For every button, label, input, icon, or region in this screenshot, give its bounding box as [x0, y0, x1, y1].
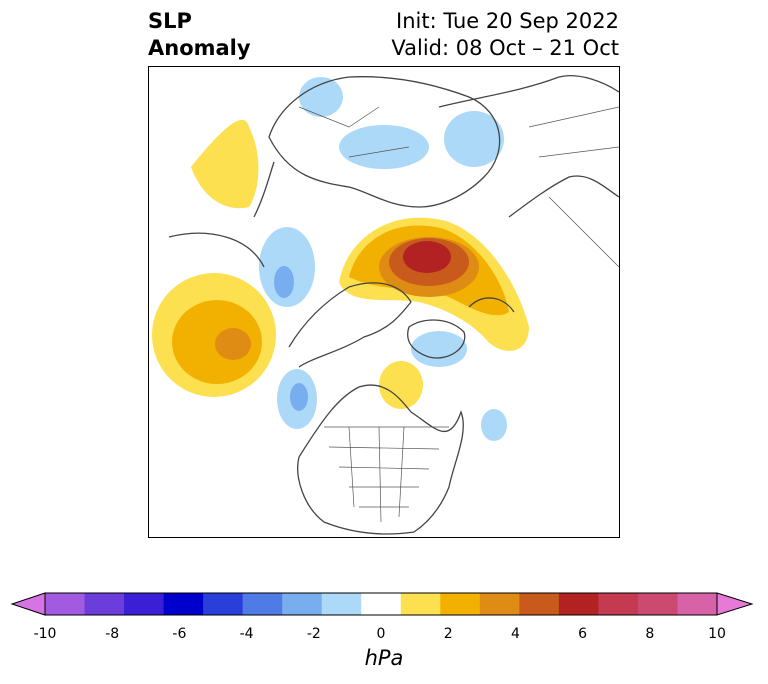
colorbar: -10 -8 -6 -4 -2 0 2 4 6 8 10 [10, 592, 754, 642]
colorbar-segment [598, 593, 639, 615]
colorbar-segment [124, 593, 165, 615]
colorbar-segment [203, 593, 244, 615]
negative-anomaly-shading [259, 77, 507, 441]
colorbar-segment [84, 593, 125, 615]
colorbar-segment [45, 593, 86, 615]
coastlines [168, 75, 619, 535]
colorbar-min-extension [10, 592, 46, 616]
init-date: Init: Tue 20 Sep 2022 [396, 9, 619, 33]
colorbar-tick-label: 6 [578, 626, 587, 642]
map-dates: Init: Tue 20 Sep 2022 Valid: 08 Oct – 21… [391, 8, 619, 62]
colorbar-segment [519, 593, 560, 615]
anomaly-map [152, 75, 619, 535]
map-panel [148, 66, 620, 538]
colorbar-tick-label: -10 [34, 626, 57, 642]
colorbar-tick-label: -8 [105, 626, 119, 642]
colorbar-segment [242, 593, 283, 615]
colorbar-tick-label: -2 [307, 626, 321, 642]
title-variable-type: Anomaly [148, 36, 251, 60]
map-title: SLP Anomaly [148, 8, 251, 62]
colorbar-tick-label: 8 [645, 626, 654, 642]
colorbar-tick-label: 0 [377, 626, 386, 642]
valid-range: Valid: 08 Oct – 21 Oct [391, 36, 619, 60]
title-variable: SLP [148, 9, 192, 33]
colorbar-tick-label: 10 [708, 626, 726, 642]
colorbar-segment [479, 593, 520, 615]
political-borders [298, 106, 619, 523]
positive-anomaly-shading [152, 119, 529, 409]
colorbar-tick-label: 2 [444, 626, 453, 642]
colorbar-segment [321, 593, 362, 615]
colorbar-segment [677, 593, 718, 615]
colorbar-segment [400, 593, 441, 615]
colorbar-unit: hPa [364, 646, 404, 670]
colorbar-segment [163, 593, 204, 615]
colorbar-segment [440, 593, 481, 615]
colorbar-tick-label: -6 [172, 626, 186, 642]
colorbar-segments [45, 593, 718, 615]
colorbar-tick-label: -4 [240, 626, 254, 642]
colorbar-max-extension [716, 592, 754, 616]
colorbar-segment [361, 593, 402, 615]
colorbar-tick-label: 4 [511, 626, 520, 642]
colorbar-segment [637, 593, 678, 615]
colorbar-ticks: -10 -8 -6 -4 -2 0 2 4 6 8 10 [34, 626, 726, 642]
colorbar-segment [282, 593, 323, 615]
colorbar-segment [558, 593, 599, 615]
